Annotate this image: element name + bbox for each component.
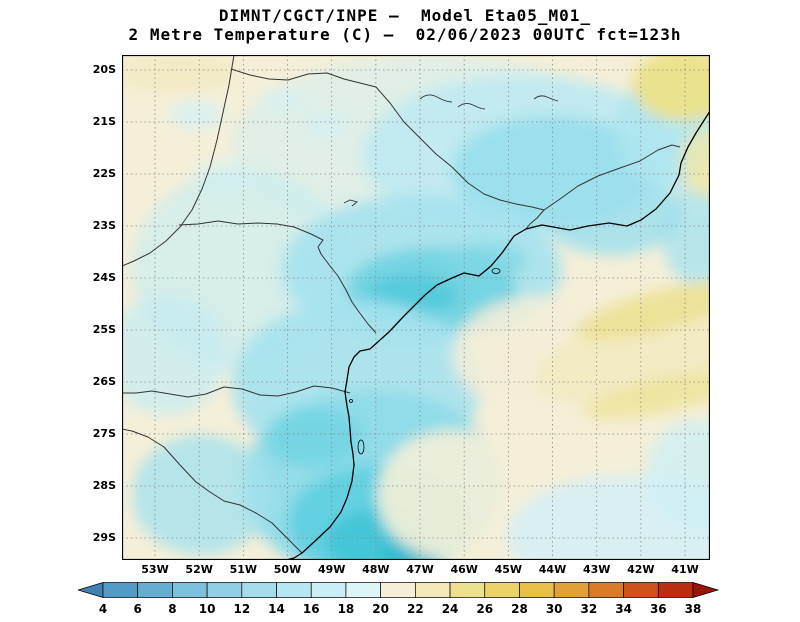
island-outlines — [349, 268, 501, 455]
colorbar-tick-label: 36 — [650, 602, 667, 616]
chart-title-line1: DIMNT/CGCT/INPE – Model Eta05_M01_ — [218, 6, 592, 25]
lon-tick-label: 48W — [362, 563, 390, 576]
colorbar-segment — [380, 582, 416, 598]
grid-lines — [122, 55, 710, 560]
colorbar-left-arrow — [76, 582, 104, 598]
map-frame — [121, 54, 711, 561]
lat-tick-label: 28S — [92, 479, 116, 492]
colorbar-tick-label: 12 — [233, 602, 250, 616]
colorbar-tick-label: 14 — [268, 602, 285, 616]
colorbar-segment — [172, 582, 208, 598]
colorbar-tick-label: 8 — [168, 602, 176, 616]
colorbar-segment — [588, 582, 624, 598]
colorbar-segment — [137, 582, 173, 598]
lat-tick-label: 26S — [92, 375, 116, 388]
colorbar: 4 6 8 10 12 14 16 18 20 22 24 26 28 30 32 34 36 38 — [76, 582, 738, 618]
lon-tick-label: 43W — [582, 563, 611, 576]
colorbar-segment — [623, 582, 659, 598]
lon-tick-label: 44W — [538, 563, 567, 576]
colorbar-segment — [519, 582, 555, 598]
colorbar-segment — [206, 582, 243, 598]
colorbar-tick-label: 32 — [581, 602, 598, 616]
colorbar-segment — [276, 582, 312, 598]
colorbar-segment — [553, 582, 590, 598]
lon-tick-label: 41W — [671, 563, 699, 576]
temperature-map-canvas — [121, 54, 711, 561]
colorbar-tick-label: 24 — [442, 602, 459, 616]
lat-tick-label: 24S — [92, 271, 116, 284]
colorbar-tick-label: 28 — [511, 602, 528, 616]
lat-tick-label: 23S — [92, 219, 116, 232]
colorbar-segment — [657, 582, 694, 598]
colorbar-segment — [415, 582, 451, 598]
colorbar-segment — [345, 582, 381, 598]
colorbar-tick-label: 16 — [303, 602, 320, 616]
colorbar-tick-label: 20 — [372, 602, 389, 616]
colorbar-tick-label: 6 — [134, 602, 142, 616]
colorbar-tick-label: 34 — [615, 602, 632, 616]
lon-tick-label: 46W — [450, 563, 478, 576]
lon-tick-label: 50W — [273, 563, 302, 576]
lon-tick-label: 52W — [185, 563, 213, 576]
temperature-shading-layer — [122, 55, 710, 560]
lat-tick-label: 29S — [92, 531, 116, 544]
lon-tick-label: 53W — [141, 563, 169, 576]
lon-tick-label: 42W — [627, 563, 655, 576]
lon-tick-label: 51W — [229, 563, 258, 576]
lat-tick-label: 22S — [92, 167, 116, 180]
state-borders — [122, 55, 681, 554]
colorbar-segment — [484, 582, 520, 598]
map-area — [121, 54, 711, 561]
colorbar-tick-label: 18 — [338, 602, 355, 616]
colorbar-tick-label: 4 — [99, 602, 107, 616]
lat-tick-label: 25S — [92, 323, 116, 336]
colorbar-right-arrow — [692, 582, 720, 598]
colorbar-canvas: 4 6 8 10 12 14 16 18 20 22 24 26 28 30 32 34 36 38 — [76, 582, 720, 616]
colorbar-tick-label: 26 — [476, 602, 493, 616]
lake-outlines — [343, 94, 559, 207]
coastline — [285, 110, 710, 560]
chart-title-line2: 2 Metre Temperature (C) – 02/06/2023 00U… — [128, 25, 682, 44]
lat-tick-label: 21S — [92, 115, 116, 128]
lon-tick-label: 49W — [317, 563, 346, 576]
colorbar-tick-label: 38 — [685, 602, 702, 616]
lat-tick-label: 27S — [92, 427, 116, 440]
lon-tick-label: 45W — [494, 563, 523, 576]
colorbar-tick-label: 30 — [546, 602, 563, 616]
colorbar-segment — [241, 582, 277, 598]
colorbar-segment — [102, 582, 139, 598]
lon-tick-label: 47W — [406, 563, 434, 576]
colorbar-segment — [310, 582, 347, 598]
colorbar-tick-label: 22 — [407, 602, 424, 616]
colorbar-tick-label: 10 — [199, 602, 216, 616]
colorbar-segment — [449, 582, 486, 598]
lat-tick-label: 20S — [92, 63, 116, 76]
